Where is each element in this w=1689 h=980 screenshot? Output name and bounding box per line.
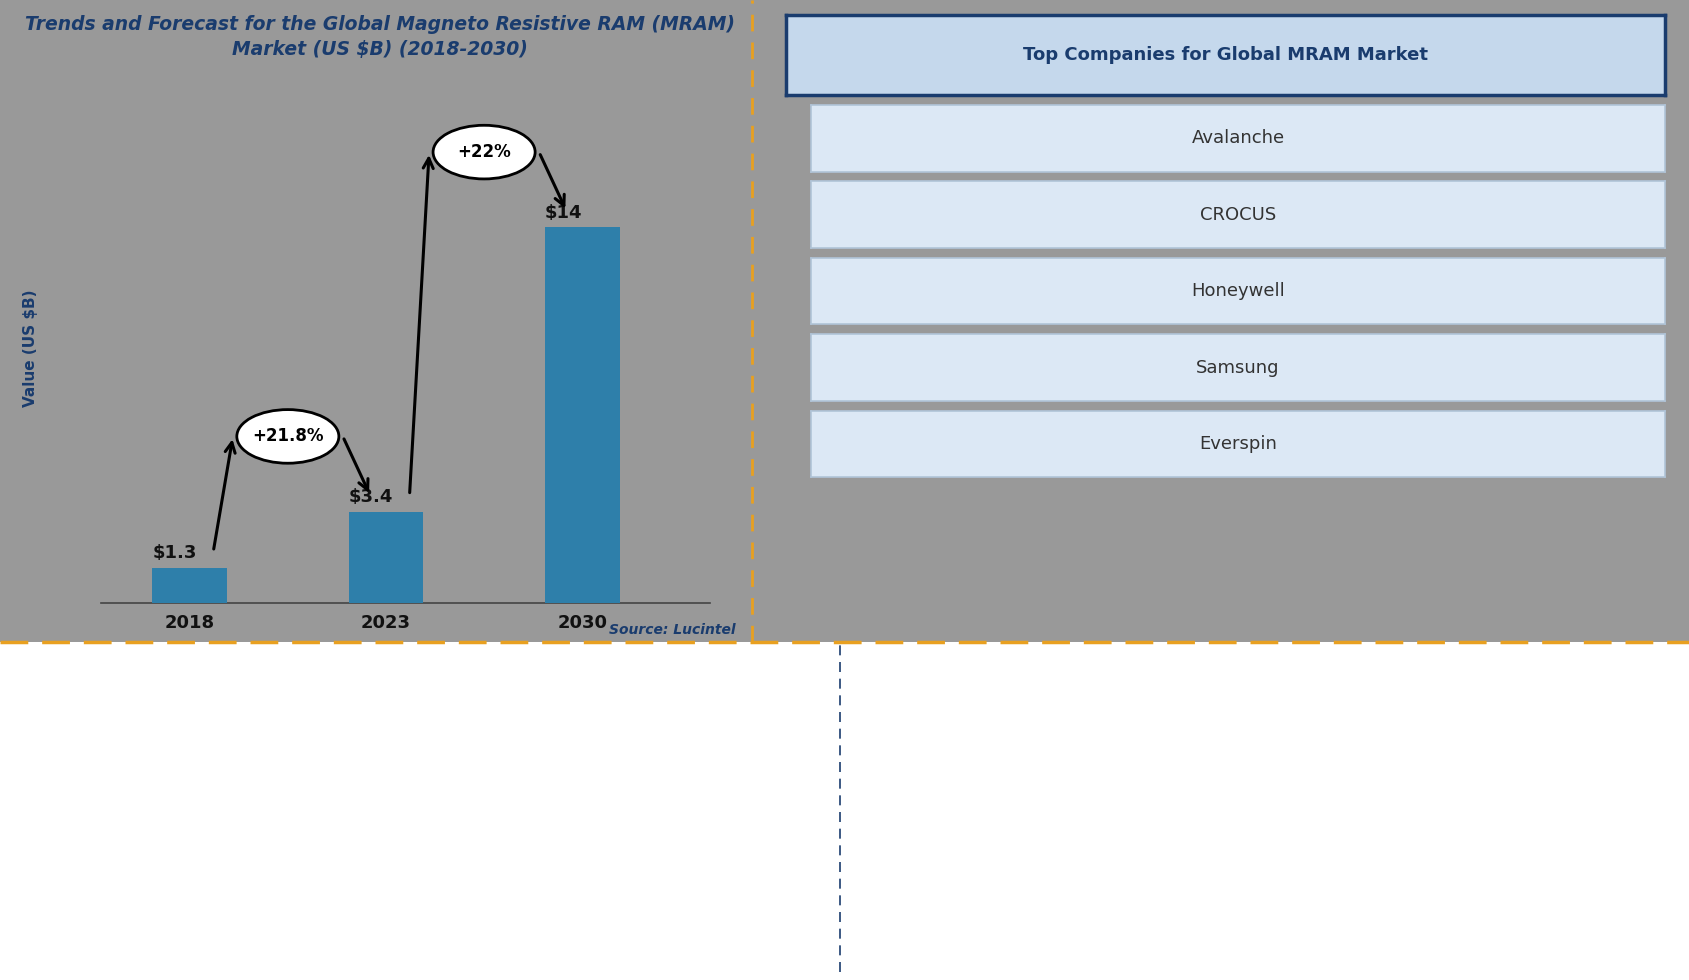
Text: •   STT-MRAM: • STT-MRAM xyxy=(57,861,174,879)
Text: CROCUS: CROCUS xyxy=(1199,206,1275,223)
Text: •   Consumer Electronics: • Consumer Electronics xyxy=(880,776,1086,794)
Text: Samsung: Samsung xyxy=(1196,359,1279,376)
Ellipse shape xyxy=(432,125,535,179)
Text: $14: $14 xyxy=(544,204,583,221)
Text: Type: Type xyxy=(400,724,448,742)
Text: Significant Opportunities  for the Global Magneto Resistive RAM (MRAM) Market by: Significant Opportunities for the Global… xyxy=(333,670,1360,686)
Text: •   Robotics: • Robotics xyxy=(880,810,976,828)
Text: Market (US $B) (2018-2030): Market (US $B) (2018-2030) xyxy=(231,39,529,59)
Ellipse shape xyxy=(236,410,339,464)
Text: Avalanche: Avalanche xyxy=(1191,129,1284,147)
Text: $3.4: $3.4 xyxy=(348,488,394,506)
Text: Trends and Forecast for the Global Magneto Resistive RAM (MRAM): Trends and Forecast for the Global Magne… xyxy=(25,15,735,34)
Text: •   Enterprise Storage: • Enterprise Storage xyxy=(880,878,1061,896)
Text: •   Automotive: • Automotive xyxy=(880,844,1002,862)
Text: •   Aerospace and Defense: • Aerospace and Defense xyxy=(880,912,1103,930)
Text: $1.3: $1.3 xyxy=(152,545,196,563)
Text: +21.8%: +21.8% xyxy=(252,427,323,445)
Text: End Use Industry: End Use Industry xyxy=(1167,724,1339,742)
Text: Source: Lucintel: Source: Lucintel xyxy=(608,623,735,637)
Text: •   Others: • Others xyxy=(880,946,961,964)
Text: Value (US $B): Value (US $B) xyxy=(24,289,37,407)
Text: Everspin: Everspin xyxy=(1198,435,1277,453)
Text: •   Toggle MRAM: • Toggle MRAM xyxy=(57,798,199,815)
Bar xyxy=(152,567,226,603)
Text: +22%: +22% xyxy=(458,143,510,161)
Text: Honeywell: Honeywell xyxy=(1191,282,1284,300)
Bar xyxy=(544,227,620,603)
Text: Top Companies for Global MRAM Market: Top Companies for Global MRAM Market xyxy=(1022,46,1427,64)
Bar xyxy=(348,512,422,603)
